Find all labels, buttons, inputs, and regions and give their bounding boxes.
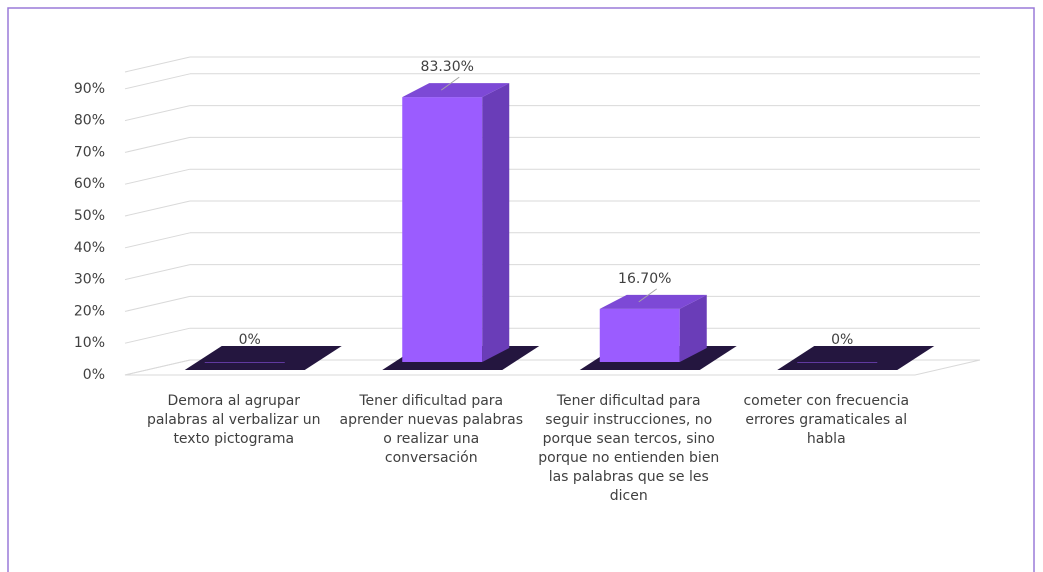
y-tick-label: 10% [74, 335, 105, 351]
x-tick-label: Tener dificultad para seguir instruccion… [538, 393, 720, 504]
y-tick-label: 30% [74, 272, 105, 288]
grid-line [124, 200, 191, 217]
bar-side [482, 83, 510, 362]
y-tick-label: 90% [74, 81, 105, 97]
bar-top [402, 83, 510, 98]
y-tick-label: 50% [74, 208, 105, 224]
bar [599, 308, 680, 362]
grid-line [124, 359, 191, 376]
bar-side [679, 294, 707, 362]
bar [797, 362, 878, 363]
grid-line [124, 264, 191, 281]
grid-line [124, 168, 191, 185]
value-label: 0% [239, 332, 261, 348]
y-tick-label: 40% [74, 240, 105, 256]
value-label: 16.70% [618, 271, 671, 287]
bar-shadow [777, 346, 935, 370]
x-tick-label: cometer con frecuencia errores gramatica… [743, 393, 910, 447]
leader-line [638, 288, 658, 303]
value-label: 83.30% [421, 59, 474, 75]
x-tick-label: Tener dificultad para aprender nuevas pa… [339, 393, 524, 466]
wall-edge [124, 56, 191, 73]
leader-line [440, 76, 460, 91]
x-tick-label: Demora al agrupar palabras al verbalizar… [146, 393, 321, 447]
y-tick-label: 70% [74, 144, 105, 160]
bar [402, 97, 483, 362]
grid-line [124, 327, 191, 344]
grid-line [124, 73, 191, 90]
y-tick-label: 80% [74, 113, 105, 129]
bar-top [599, 294, 707, 309]
grid-line [124, 295, 191, 312]
y-tick-label: 20% [74, 303, 105, 319]
grid-line [124, 232, 191, 249]
grid-line [124, 136, 191, 153]
bar [204, 362, 285, 363]
value-label: 0% [831, 332, 853, 348]
bar-shadow [184, 346, 342, 370]
y-tick-label: 60% [74, 176, 105, 192]
y-tick-label: 0% [83, 367, 105, 383]
grid-line [124, 105, 191, 122]
chart-border [7, 7, 1035, 572]
